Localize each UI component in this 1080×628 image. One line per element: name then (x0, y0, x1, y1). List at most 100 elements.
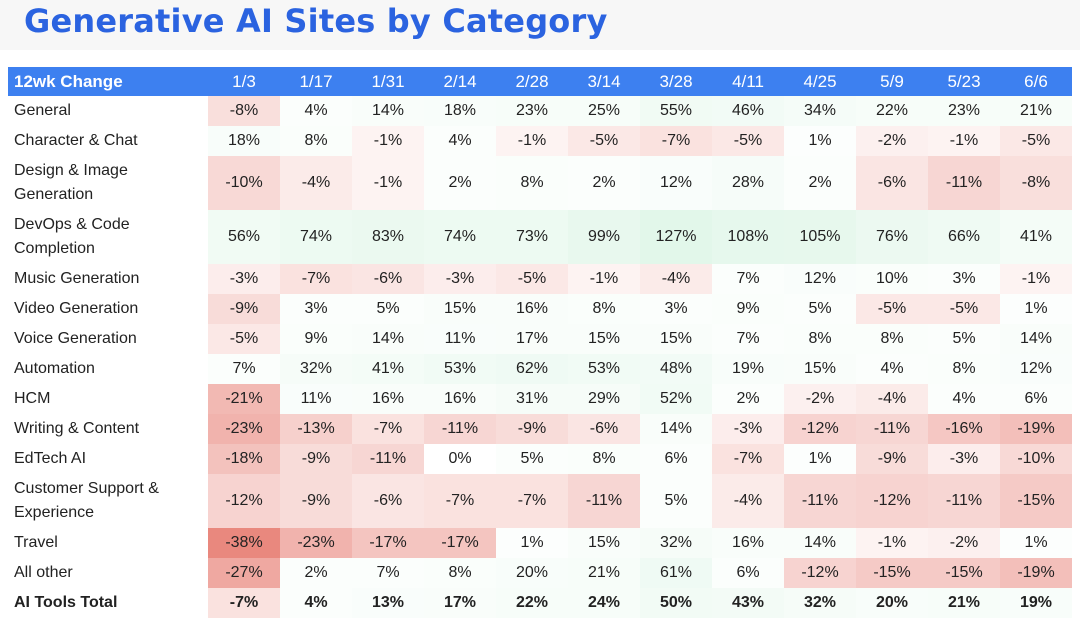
table-cell: 11% (280, 384, 352, 414)
table-cell: 3% (280, 294, 352, 324)
table-cell: 5% (928, 324, 1000, 354)
table-cell: 99% (568, 210, 640, 264)
table-cell: 7% (208, 354, 280, 384)
table-cell: 41% (1000, 210, 1072, 264)
table-cell: 32% (640, 528, 712, 558)
title-band (0, 0, 1080, 50)
table-cell: -19% (1000, 414, 1072, 444)
column-header: 4/25 (784, 67, 856, 96)
table-cell: 127% (640, 210, 712, 264)
table-cell: -17% (424, 528, 496, 558)
table-cell: 6% (640, 444, 712, 474)
table-cell: 8% (496, 156, 568, 210)
table-cell: -9% (280, 474, 352, 528)
table-cell: 18% (424, 96, 496, 126)
row-label: Design & Image Generation (14, 162, 128, 203)
table-cell: 1% (1024, 300, 1048, 317)
heatmap-table: 12wk Change 1/3 1/17 1/31 2/14 2/28 3/14 3/28 4… (8, 67, 1072, 618)
table-cell: 9% (712, 294, 784, 324)
table-cell: -5% (208, 324, 280, 354)
table-cell: 8% (568, 294, 640, 324)
table-cell: -1% (568, 264, 640, 294)
table-cell: -12% (784, 414, 856, 444)
table-cell: 2% (712, 384, 784, 414)
table-cell: -19% (1000, 558, 1072, 588)
table-cell: 1% (808, 132, 832, 149)
table-cell: 32% (784, 588, 856, 618)
page-title: Generative AI Sites by Category (24, 2, 608, 40)
table-cell: -1% (352, 156, 424, 210)
table-cell: -5% (928, 294, 1000, 324)
table-cell: 7% (712, 264, 784, 294)
table-cell: 6% (712, 558, 784, 588)
row-label: All other (14, 564, 73, 581)
table-cell: 15% (568, 324, 640, 354)
table-cell: 74% (424, 210, 496, 264)
table-cell: -6% (568, 414, 640, 444)
table-cell: 50% (640, 588, 712, 618)
table-cell: -9% (208, 294, 280, 324)
table-cell: 10% (856, 264, 928, 294)
table-cell: -10% (1000, 444, 1072, 474)
table-cell: 4% (928, 384, 1000, 414)
table-cell: 23% (496, 96, 568, 126)
table-cell: 1% (520, 534, 544, 551)
column-header: 3/14 (568, 67, 640, 96)
table-cell: -17% (352, 528, 424, 558)
table-cell: 15% (424, 294, 496, 324)
table-cell: -38% (208, 528, 280, 558)
table-cell: -6% (352, 474, 424, 528)
table-cell: 74% (280, 210, 352, 264)
row-label: Writing & Content (14, 420, 140, 437)
row-label: General (14, 102, 71, 119)
table-cell: 13% (352, 588, 424, 618)
table-cell: -12% (784, 558, 856, 588)
table-cell: 34% (784, 96, 856, 126)
table-cell: 2% (784, 156, 856, 210)
table-cell: 16% (352, 384, 424, 414)
table-cell: -5% (568, 126, 640, 156)
table-cell: 14% (352, 96, 424, 126)
table-cell: 11% (424, 324, 496, 354)
table-cell: 0% (448, 450, 472, 467)
table-cell: -9% (280, 444, 352, 474)
table-cell: -1% (496, 126, 568, 156)
table-cell: 20% (496, 558, 568, 588)
table-cell: -15% (928, 558, 1000, 588)
table-cell: 61% (640, 558, 712, 588)
table-row: Character & Chat 18% 8% -1% 4% -1% -5% -7% -5% 1%… (8, 126, 1072, 156)
table-cell: -3% (928, 444, 1000, 474)
column-header: 1/17 (280, 67, 352, 96)
table-cell: -5% (712, 126, 784, 156)
column-header: 6/6 (1000, 67, 1072, 96)
table-cell: -6% (856, 156, 928, 210)
table-cell: -7% (712, 444, 784, 474)
column-header: 3/28 (640, 67, 712, 96)
table-cell: 8% (568, 444, 640, 474)
table-cell: -7% (280, 264, 352, 294)
table-cell: 31% (496, 384, 568, 414)
table-cell: 15% (568, 528, 640, 558)
table-cell: -23% (208, 414, 280, 444)
column-header: 5/9 (856, 67, 928, 96)
table-cell: -7% (352, 414, 424, 444)
table-row: DevOps & Code Completion 56% 74% 83% 74% 73% 9… (8, 210, 1072, 264)
table-cell: -2% (856, 126, 928, 156)
table-cell: -13% (280, 414, 352, 444)
table-cell: 14% (640, 414, 712, 444)
table-cell: -7% (640, 126, 712, 156)
table-cell: 14% (1000, 324, 1072, 354)
table-row: Voice Generation -5% 9% 14% 11% 17% 15% 15% 7% 8%… (8, 324, 1072, 354)
table-cell: 7% (712, 324, 784, 354)
row-label: Automation (14, 360, 95, 377)
table-cell: 21% (1000, 96, 1072, 126)
table-cell: -4% (280, 156, 352, 210)
table-cell: -21% (208, 384, 280, 414)
table-cell: -3% (208, 264, 280, 294)
table-cell: 2% (568, 156, 640, 210)
table-cell: 43% (712, 588, 784, 618)
table-cell: 5% (496, 444, 568, 474)
table-cell: -4% (856, 384, 928, 414)
table-cell: 19% (712, 354, 784, 384)
table-cell: -27% (208, 558, 280, 588)
